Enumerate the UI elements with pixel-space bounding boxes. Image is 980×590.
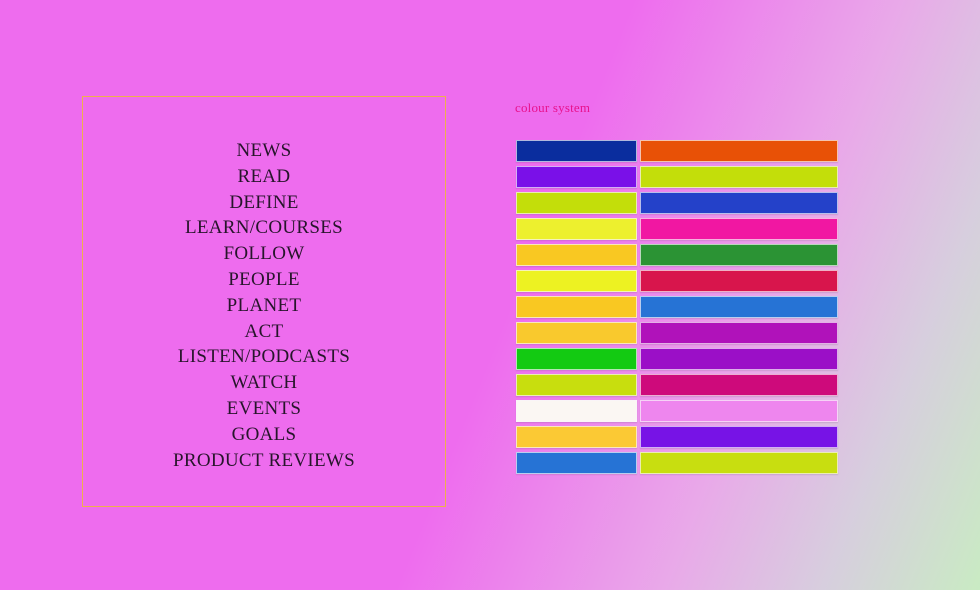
- menu-item-product-reviews[interactable]: PRODUCT REVIEWS: [172, 449, 356, 471]
- menu-item-events[interactable]: EVENTS: [226, 397, 302, 419]
- swatch-row12-right: [640, 426, 838, 448]
- menu-item-learn-courses[interactable]: LEARN/COURSES: [184, 217, 344, 239]
- swatch-row11-right: [640, 400, 838, 422]
- swatch-row13-left: [516, 452, 637, 474]
- swatch-row8-right: [640, 322, 838, 344]
- swatch-row11-left: [516, 400, 637, 422]
- menu-list: NEWS READ DEFINE LEARN/COURSES FOLLOW PEOPLE P…: [83, 97, 445, 473]
- menu-item-people[interactable]: PEOPLE: [228, 268, 300, 290]
- menu-item-watch[interactable]: WATCH: [230, 372, 298, 394]
- swatch-row1-left: [516, 140, 637, 162]
- menu-item-define[interactable]: DEFINE: [229, 191, 299, 213]
- swatch-row3-right: [640, 192, 838, 214]
- swatch-row9-right: [640, 348, 838, 370]
- swatch-row3-left: [516, 192, 637, 214]
- swatch-row2-right: [640, 166, 838, 188]
- swatch-row4-left: [516, 218, 637, 240]
- menu-item-news[interactable]: NEWS: [236, 140, 292, 161]
- swatch-row7-left: [516, 296, 637, 318]
- menu-item-follow[interactable]: FOLLOW: [223, 243, 305, 265]
- swatch-row6-right: [640, 270, 838, 292]
- swatch-row5-right: [640, 244, 838, 266]
- swatch-row5-left: [516, 244, 637, 266]
- swatch-row10-left: [516, 374, 637, 396]
- colour-system-label: colour system: [515, 100, 591, 115]
- swatch-row8-left: [516, 322, 637, 344]
- swatch-row9-left: [516, 348, 637, 370]
- swatch-row13-right: [640, 452, 838, 474]
- menu-item-listen-podcasts[interactable]: LISTEN/PODCASTS: [177, 346, 351, 368]
- menu-item-act[interactable]: ACT: [244, 320, 284, 342]
- menu-item-goals[interactable]: GOALS: [231, 423, 297, 445]
- menu-item-read[interactable]: READ: [237, 165, 291, 187]
- swatch-row10-right: [640, 374, 838, 396]
- menu-item-planet[interactable]: PLANET: [226, 294, 302, 316]
- swatch-grid: [516, 140, 838, 474]
- swatch-row2-left: [516, 166, 637, 188]
- swatch-row4-right: [640, 218, 838, 240]
- swatch-row1-right: [640, 140, 838, 162]
- swatch-row6-left: [516, 270, 637, 292]
- menu-box: NEWS READ DEFINE LEARN/COURSES FOLLOW PEOPLE P…: [82, 96, 446, 507]
- swatch-row12-left: [516, 426, 637, 448]
- swatch-row7-right: [640, 296, 838, 318]
